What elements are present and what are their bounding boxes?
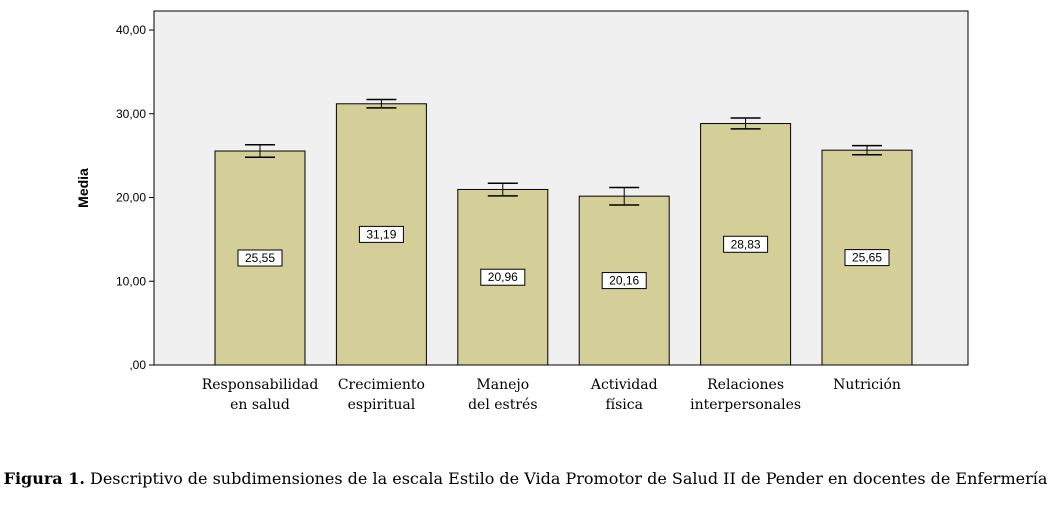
y-tick-label: 40,00 [116, 23, 146, 37]
x-tick-label: Nutrición [833, 377, 901, 393]
bars: 25,55 31,19 20,96 20,16 28,83 25,65 [214, 98, 913, 366]
x-tick-label: interpersonales [690, 397, 801, 413]
figure-caption: Figura 1. Descriptivo de subdimensiones … [0, 468, 1051, 490]
y-tick-label: ,00 [129, 358, 146, 372]
data-label: 20,16 [609, 274, 639, 288]
y-axis-title: Media [75, 168, 91, 208]
data-label: 31,19 [366, 227, 396, 241]
data-label: 28,83 [731, 237, 761, 251]
x-tick-label: espiritual [348, 397, 416, 413]
data-label-box [723, 235, 769, 253]
y-tick-label: 20,00 [116, 191, 146, 205]
x-tick-label: del estrés [468, 397, 537, 413]
x-tick-label: Relaciones [707, 377, 784, 393]
x-tick-label: Responsabilidad [202, 377, 319, 393]
data-label-box [480, 268, 526, 286]
y-axis: ,00 10,00 20,00 30,00 40,00 [116, 23, 154, 372]
figure-number: Figura 1. [3, 469, 85, 488]
x-axis-labels: Responsabilidad en salud Crecimiento espiri… [202, 377, 901, 413]
x-tick-label: Manejo [476, 377, 529, 393]
y-tick-label: 10,00 [116, 274, 146, 288]
data-label-box [844, 249, 890, 267]
x-tick-label: Actividad [590, 377, 658, 393]
data-label-box [601, 272, 647, 290]
data-label-box [358, 225, 404, 243]
x-tick-label: en salud [230, 397, 290, 413]
bar-chart: ,00 10,00 20,00 30,00 40,00 Media 25,55 31,19… [75, 10, 969, 413]
data-label-box [237, 249, 283, 267]
data-label: 25,55 [245, 251, 275, 265]
data-label: 20,96 [488, 270, 518, 284]
data-label: 25,65 [852, 251, 882, 265]
figure-caption-text: Descriptivo de subdimensiones de la esca… [84, 469, 1048, 488]
x-tick-label: Crecimiento [338, 377, 425, 393]
x-tick-label: física [605, 397, 643, 413]
y-tick-label: 30,00 [116, 107, 146, 121]
